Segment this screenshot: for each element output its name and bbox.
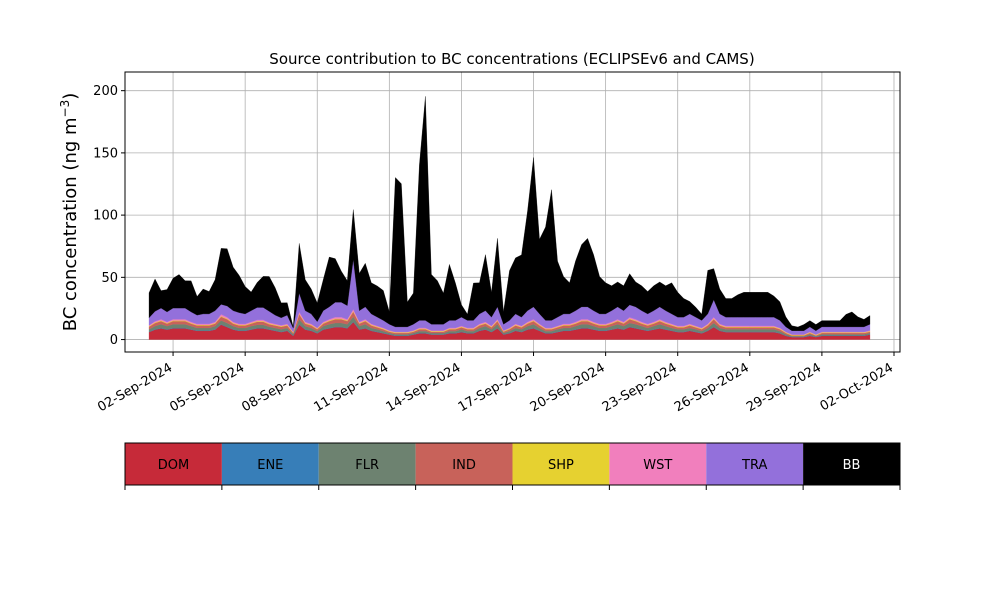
chart-title: Source contribution to BC concentrations… bbox=[269, 50, 754, 68]
y-tick-label: 150 bbox=[93, 146, 118, 161]
legend-label-tra: TRA bbox=[741, 458, 767, 473]
y-axis-label-main: BC concentration (ng m bbox=[60, 117, 81, 331]
plot-frame bbox=[124, 71, 901, 353]
area-bb bbox=[148, 96, 871, 331]
legend-colorbar: DOM ENE FLR IND SHP WST TRA BB bbox=[124, 442, 901, 490]
legend-swatch-bb bbox=[803, 443, 900, 485]
legend-swatch-tra bbox=[706, 443, 804, 485]
y-tick-label: 50 bbox=[101, 271, 118, 286]
y-tick-label: 200 bbox=[93, 84, 118, 99]
legend-label-flr: FLR bbox=[355, 458, 379, 473]
y-tick-label: 0 bbox=[110, 333, 118, 348]
y-tick-label: 100 bbox=[93, 209, 118, 224]
legend-label-shp: SHP bbox=[548, 458, 574, 473]
legend-frame bbox=[124, 442, 901, 486]
legend-swatch-flr bbox=[318, 443, 416, 485]
legend-swatch-ene bbox=[221, 443, 319, 485]
legend-swatch-shp bbox=[512, 443, 610, 485]
legend-swatch-dom bbox=[125, 443, 222, 485]
y-axis-label-superscript: −3 bbox=[58, 100, 72, 118]
legend-label-ene: ENE bbox=[257, 458, 283, 473]
y-axis-ticks: 0 50 100 150 200 bbox=[93, 84, 125, 348]
legend-swatch-wst bbox=[609, 443, 707, 485]
y-axis-label: BC concentration (ng m−3) bbox=[58, 93, 81, 332]
legend-label-ind: IND bbox=[452, 458, 476, 473]
legend-label-wst: WST bbox=[643, 458, 672, 473]
legend-swatch-ind bbox=[415, 443, 513, 485]
legend-label-dom: DOM bbox=[158, 458, 189, 473]
y-axis-label-close: ) bbox=[60, 93, 81, 100]
stacked-areas bbox=[148, 96, 871, 340]
legend-label-bb: BB bbox=[843, 458, 861, 473]
